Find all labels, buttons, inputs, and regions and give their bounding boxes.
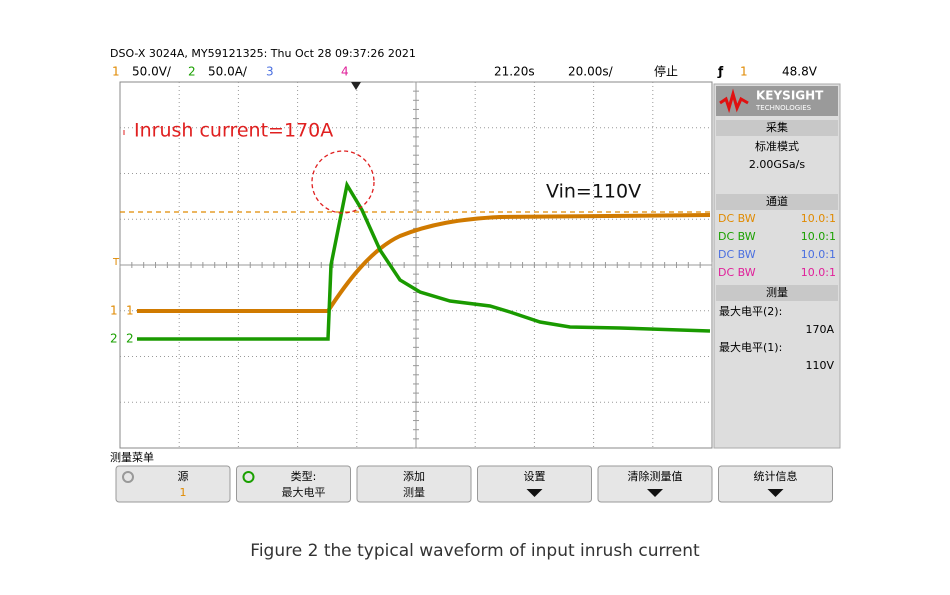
softkey-arrow: [526, 489, 543, 497]
ch3-label: 3: [266, 65, 274, 79]
acq-header: [716, 120, 838, 136]
softkey-label: 类型:: [291, 469, 317, 483]
softkey-label: 设置: [524, 470, 546, 483]
meas-label: 最大电平(1):: [719, 340, 782, 354]
ch1-label: 1: [112, 65, 120, 79]
status-bar: 1 50.0V/ 2 50.0A/ 3 4 21.20s 20.00s/ 停止 …: [112, 64, 818, 79]
brand: KEYSIGHT: [756, 89, 824, 103]
vin-annotation: Vin=110V: [546, 181, 641, 203]
softkey-label: 添加: [403, 469, 425, 483]
ch-title: 通道: [766, 194, 788, 208]
softkey-value: 最大电平: [282, 485, 326, 499]
inrush-annotation: Inrush current=170A: [134, 120, 333, 142]
softkey[interactable]: [115, 465, 231, 503]
meas-header: [716, 285, 838, 301]
ch2-marker: 2: [110, 332, 118, 346]
ch2-marker-inner: 2: [126, 332, 134, 346]
channel-rows: DC BW 10.0:1 DC BW 10.0:1 DC BW 10.0:1 DC BW 10…: [718, 212, 836, 279]
acq-title: 采集: [766, 120, 788, 134]
delay: 21.20s: [494, 65, 535, 79]
run-state: 停止: [654, 64, 678, 79]
softkey[interactable]: [718, 465, 833, 503]
ch1-waveform: [137, 213, 711, 313]
softkey-label: 源: [178, 469, 189, 483]
channel-coupling: DC BW: [718, 230, 756, 243]
menu-title: 测量菜单: [110, 451, 154, 464]
meas-title: 测量: [766, 286, 788, 299]
softkey-value: 1: [180, 486, 187, 499]
softkey-label: 统计信息: [754, 469, 798, 483]
softkey-knob: [122, 471, 134, 483]
softkey-arrow: [767, 489, 784, 497]
softkey[interactable]: [597, 465, 713, 503]
softkey[interactable]: [236, 465, 351, 503]
softkey-arrow: [647, 489, 663, 497]
meas-value: 110V: [805, 359, 834, 372]
panel-bg: [713, 83, 841, 449]
peak-highlight: [311, 150, 375, 214]
trigger-source: 1: [740, 65, 748, 79]
side-panel: KEYSIGHT TECHNOLOGIES 采集 标准模式 2.00GSa/s …: [713, 83, 841, 449]
timebase: 20.00s/: [568, 65, 614, 79]
ch1-scale: 50.0V/: [132, 65, 172, 79]
ch1-marker: 1: [110, 304, 118, 318]
trigger-position: [351, 82, 361, 90]
meas-value: 170A: [805, 323, 834, 336]
trigger-marker: T: [112, 257, 120, 268]
header-title: DSO-X 3024A, MY59121325: Thu Oct 28 09:3…: [110, 47, 416, 60]
grid: [119, 81, 713, 449]
channel-probe: 10.0:1: [801, 248, 836, 261]
channel-coupling: DC BW: [718, 212, 756, 225]
channel-probe: 10.0:1: [801, 230, 836, 243]
ch-header: [716, 194, 838, 210]
trigger-icon: ƒ: [717, 65, 724, 79]
softkey[interactable]: [356, 465, 472, 503]
softkey[interactable]: [477, 465, 592, 503]
softkey-label: 清除测量值: [628, 469, 683, 483]
brand-sub: TECHNOLOGIES: [755, 104, 812, 112]
trigger-level: 48.8V: [782, 65, 818, 79]
softkey-value: 测量: [403, 486, 425, 499]
acq-mode: 标准模式: [755, 139, 799, 153]
channel-coupling: DC BW: [718, 266, 756, 279]
channel-probe: 10.0:1: [801, 212, 836, 225]
caption: Figure 2 the typical waveform of input i…: [250, 541, 700, 561]
channel-probe: 10.0:1: [801, 266, 836, 279]
ch2-label: 2: [188, 65, 196, 79]
acq-rate: 2.00GSa/s: [749, 158, 805, 171]
brand-logo: [719, 88, 749, 114]
channel-coupling: DC BW: [718, 248, 756, 261]
ch1-marker-inner: 1: [126, 304, 134, 318]
meas-label: 最大电平(2):: [719, 304, 782, 318]
ch4-label: 4: [341, 65, 349, 79]
ch2-waveform: [137, 180, 711, 341]
softkey-knob: [242, 471, 255, 483]
ch2-scale: 50.0A/: [208, 65, 248, 79]
